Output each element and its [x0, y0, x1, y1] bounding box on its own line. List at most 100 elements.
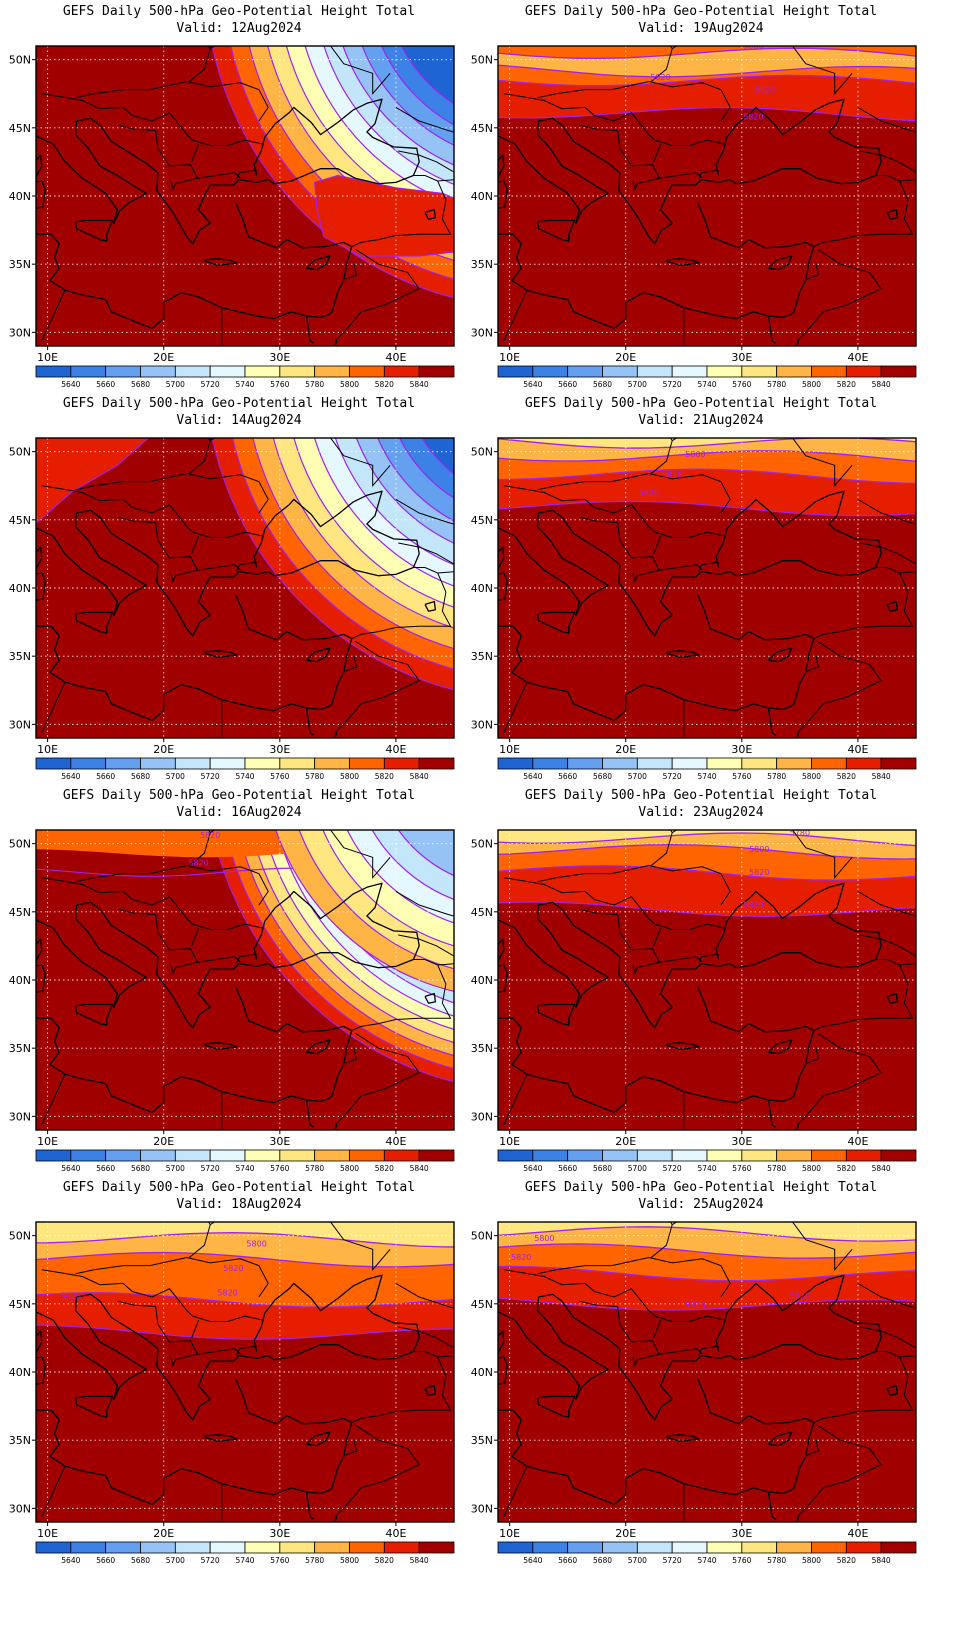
colorbar-swatch: [314, 365, 350, 378]
colorbar-swatch: [140, 1149, 176, 1162]
height-contour: [498, 74, 916, 87]
panel-valid-date: Valid: 23Aug2024: [638, 805, 764, 820]
coastlines: [36, 1274, 437, 1522]
colorbar-swatch: [279, 1541, 316, 1554]
colorbar-swatch: [532, 1541, 569, 1554]
contour-label: 5780: [790, 828, 810, 837]
colorbar-level-label: 5780: [305, 772, 324, 781]
lat-tick-label: 40N: [471, 190, 493, 203]
colorbar-swatch: [567, 1149, 603, 1162]
lon-tick-label: 40E: [847, 743, 868, 756]
colorbar-level-label: 5660: [558, 1164, 577, 1173]
lat-tick-label: 45N: [9, 122, 31, 135]
map-panel: GEFS Daily 500-hPa Geo-Potential Height …: [466, 2, 936, 412]
colorbar-swatch: [209, 1149, 246, 1162]
height-contour: [498, 865, 916, 881]
lat-tick-label: 35N: [471, 650, 493, 663]
map-panel: GEFS Daily 500-hPa Geo-Potential Height …: [466, 1178, 936, 1588]
lat-tick-label: 35N: [471, 258, 493, 271]
lat-tick-label: 35N: [471, 1042, 493, 1055]
colorbar-swatch: [497, 757, 534, 770]
colorbar-swatch: [532, 757, 569, 770]
colorbar-swatch: [383, 1149, 420, 1162]
lon-tick-label: 30E: [269, 743, 290, 756]
colorbar-level-label: 5820: [837, 1556, 856, 1565]
lat-tick-label: 40N: [9, 190, 31, 203]
lon-tick-label: 10E: [499, 351, 520, 364]
lat-tick-label: 30N: [9, 1110, 31, 1123]
lat-tick-label: 50N: [471, 1230, 493, 1243]
lon-tick-label: 40E: [385, 1135, 406, 1148]
colorbar-swatch: [174, 365, 211, 378]
lon-tick-label: 10E: [37, 743, 58, 756]
lat-tick-label: 35N: [9, 1434, 31, 1447]
lat-tick-label: 35N: [9, 1042, 31, 1055]
contour-label: 5800: [534, 1234, 554, 1243]
height-contour: [498, 1265, 916, 1282]
colorbar-level-label: 5700: [628, 772, 647, 781]
colorbar-swatch: [880, 1149, 917, 1162]
colorbar-swatch: [174, 1541, 211, 1554]
height-contour: [498, 1226, 916, 1242]
panel-title: GEFS Daily 500-hPa Geo-Potential Height …: [62, 1180, 416, 1195]
height-contour: [36, 1251, 454, 1268]
contour-label: 5820: [639, 488, 659, 497]
height-band: [498, 438, 916, 449]
panel-title: GEFS Daily 500-hPa Geo-Potential Height …: [524, 396, 878, 411]
contour-label: 5820: [223, 1264, 243, 1273]
colorbar-level-label: 5660: [96, 772, 115, 781]
contour-label: 5800: [749, 845, 769, 854]
colorbar-level-label: 5720: [201, 1556, 220, 1565]
borders: [503, 1222, 916, 1522]
coastlines: [498, 882, 899, 1130]
colorbar-swatch: [845, 365, 882, 378]
colorbar-swatch: [349, 365, 385, 378]
height-contour: [36, 1324, 454, 1340]
colorbar-level-label: 5760: [732, 1556, 751, 1565]
colorbar-level-label: 5640: [61, 1164, 80, 1173]
lat-tick-label: 30N: [9, 718, 31, 731]
colorbar-level-label: 5720: [201, 380, 220, 389]
colorbar-swatch: [602, 1149, 638, 1162]
colorbar-swatch: [811, 1541, 847, 1554]
lat-tick-label: 30N: [471, 718, 493, 731]
colorbar-level-label: 5840: [872, 772, 891, 781]
contour-label: 5820: [790, 1291, 810, 1300]
colorbar-swatch: [497, 365, 534, 378]
lon-tick-label: 30E: [731, 1527, 752, 1540]
colorbar-level-label: 5780: [305, 1556, 324, 1565]
lon-tick-label: 10E: [37, 1135, 58, 1148]
graticule: [498, 830, 916, 1130]
colorbar-level-label: 5720: [201, 1164, 220, 1173]
colorbar-level-label: 5640: [523, 380, 542, 389]
colorbar-level-label: 5660: [96, 1164, 115, 1173]
lon-tick-label: 10E: [499, 1135, 520, 1148]
lon-tick-label: 30E: [731, 1135, 752, 1148]
colorbar-swatch: [706, 1541, 743, 1554]
lon-tick-label: 10E: [499, 743, 520, 756]
lat-tick-label: 45N: [9, 1298, 31, 1311]
colorbar-swatch: [636, 1149, 673, 1162]
colorbar-swatch: [811, 365, 847, 378]
panel-valid-date: Valid: 21Aug2024: [638, 413, 764, 428]
height-map: 5800 5820 5820 5820 50N 45N 40N 35N 30N 10E 20E 30E…: [9, 1221, 455, 1565]
lon-tick-label: 30E: [269, 1135, 290, 1148]
colorbar-swatch: [279, 365, 316, 378]
colorbar-level-label: 5640: [523, 1164, 542, 1173]
lat-tick-label: 45N: [471, 514, 493, 527]
colorbar-swatch: [776, 1149, 812, 1162]
colorbar-level-label: 5780: [767, 772, 786, 781]
colorbar-swatch: [602, 757, 638, 770]
colorbar-swatch: [209, 1541, 246, 1554]
colorbar-swatch: [602, 365, 638, 378]
colorbar-level-label: 5740: [697, 1556, 716, 1565]
colorbar-level-label: 5640: [61, 1556, 80, 1565]
borders: [503, 438, 916, 738]
height-map: 5780 5800 5820 5820 50N 45N 40N 35N 30N 10E 20E 30E…: [471, 828, 917, 1173]
borders: [503, 830, 916, 1130]
colorbar-level-label: 5720: [663, 1164, 682, 1173]
colorbar-level-label: 5680: [131, 1164, 150, 1173]
colorbar-level-label: 5640: [61, 380, 80, 389]
lat-tick-label: 50N: [9, 838, 31, 851]
